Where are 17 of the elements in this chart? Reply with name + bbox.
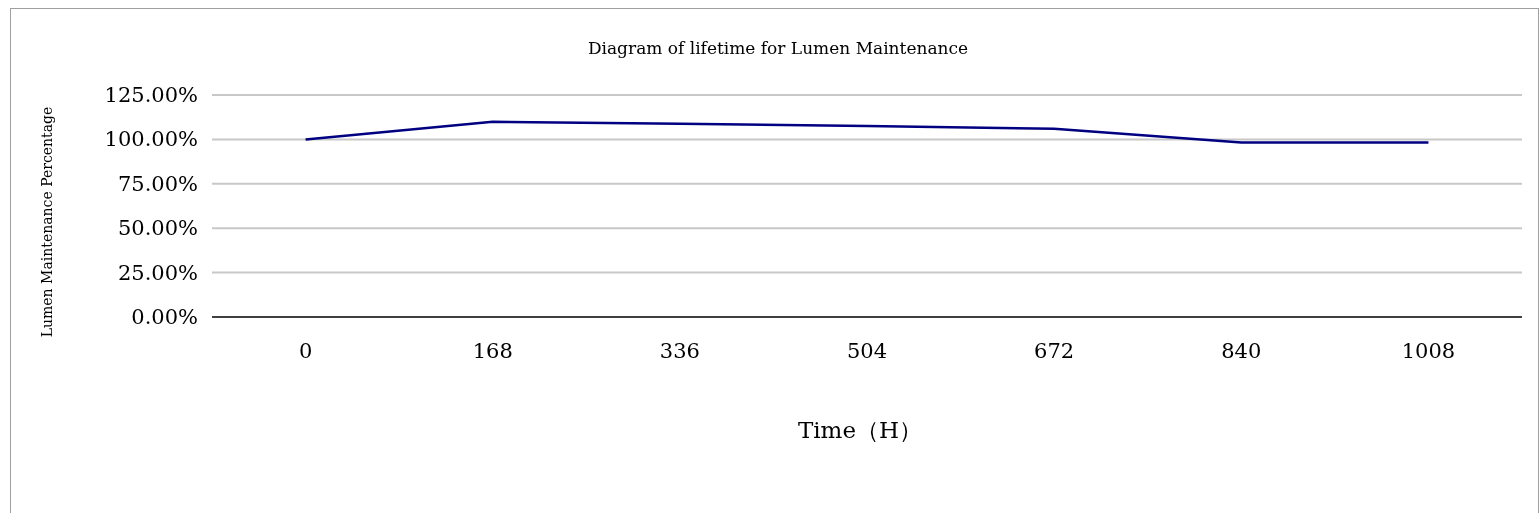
x-tick-label: 1008 [1401, 339, 1456, 363]
y-tick-label: 100.00% [104, 127, 198, 152]
y-axis-title: Lumen Maintenance Percentage [39, 106, 55, 338]
x-tick-label: 336 [659, 339, 700, 363]
chart-title: Diagram of lifetime for Lumen Maintenance [587, 38, 969, 58]
x-tick-label: 168 [472, 339, 513, 363]
x-tick-label: 840 [1221, 339, 1262, 363]
y-tick-label: 25.00% [117, 260, 198, 285]
y-tick-label: 0.00% [131, 305, 198, 329]
x-axis-title: Time（H） [797, 417, 923, 443]
x-tick-label: 504 [846, 339, 888, 363]
y-tick-label: 75.00% [117, 171, 198, 196]
x-tick-label: 672 [1034, 339, 1075, 363]
x-tick-label: 0 [298, 339, 313, 363]
line-series [304, 120, 1430, 144]
y-tick-label: 50.00% [117, 216, 198, 241]
y-tick-label: 125.00% [104, 83, 198, 107]
